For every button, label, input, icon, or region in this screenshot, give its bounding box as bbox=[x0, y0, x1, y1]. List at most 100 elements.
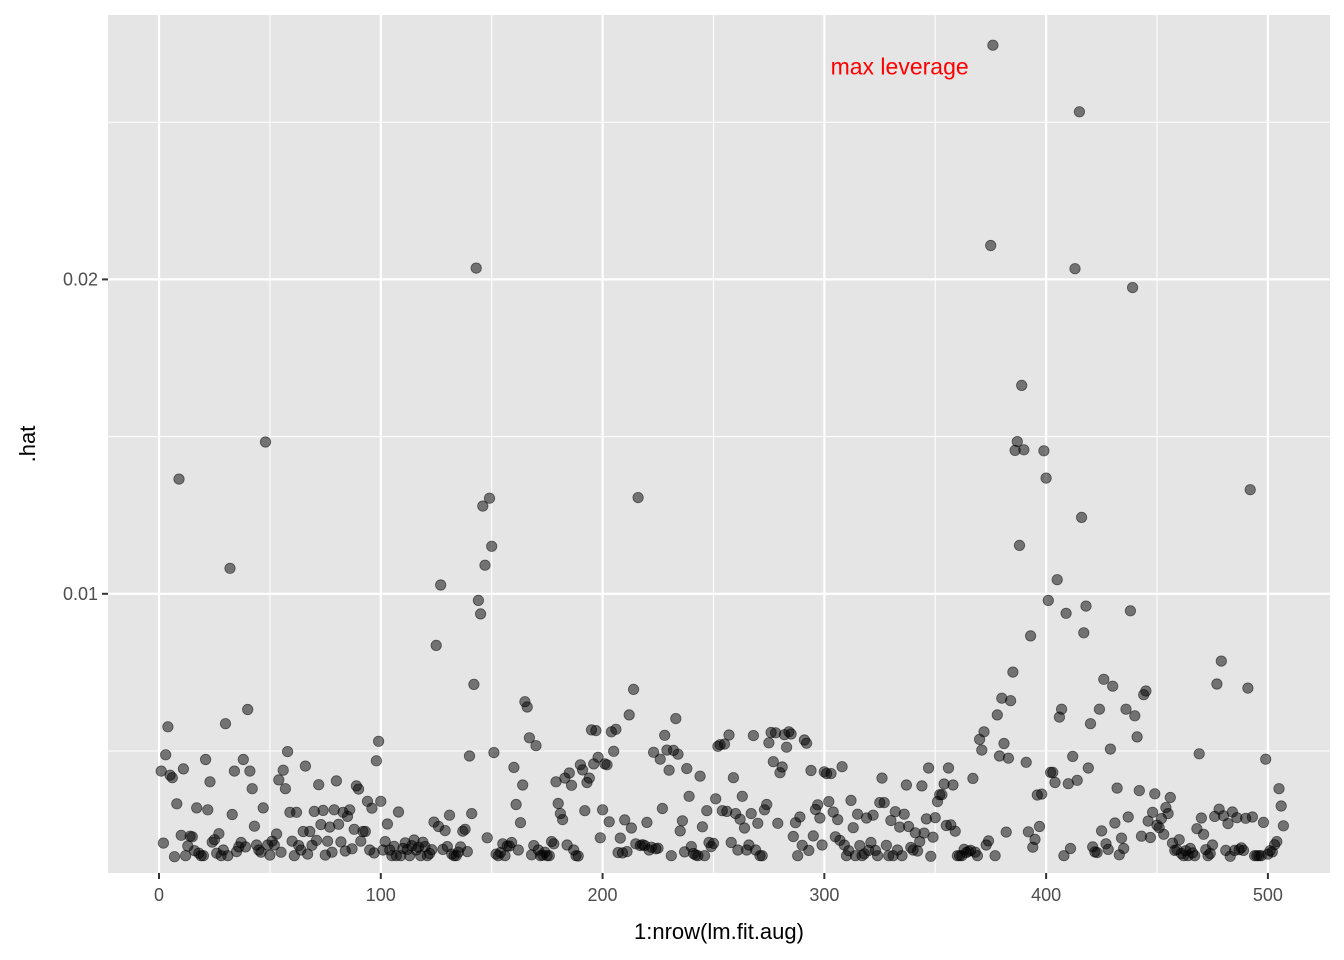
data-point bbox=[1018, 444, 1030, 456]
data-point bbox=[982, 835, 995, 847]
data-point bbox=[590, 724, 602, 737]
data-point bbox=[470, 262, 482, 274]
data-point bbox=[807, 830, 819, 842]
data-point bbox=[381, 818, 393, 830]
data-point bbox=[242, 703, 254, 716]
data-point bbox=[623, 709, 635, 721]
data-point bbox=[608, 745, 620, 757]
data-point bbox=[1131, 731, 1143, 743]
data-point bbox=[1147, 806, 1159, 818]
data-point bbox=[880, 839, 893, 851]
data-point bbox=[876, 772, 888, 784]
data-point bbox=[696, 821, 709, 833]
data-point bbox=[745, 807, 757, 820]
data-point bbox=[290, 806, 303, 818]
data-point bbox=[725, 836, 737, 849]
data-point bbox=[998, 737, 1010, 750]
data-point bbox=[1051, 574, 1063, 586]
data-point bbox=[1033, 820, 1046, 833]
data-point bbox=[483, 492, 496, 504]
data-point bbox=[426, 844, 438, 856]
data-point bbox=[683, 790, 695, 802]
data-point bbox=[430, 639, 442, 652]
data-point bbox=[792, 850, 804, 862]
data-point bbox=[370, 755, 382, 767]
data-point bbox=[556, 813, 569, 826]
data-point bbox=[1162, 807, 1174, 820]
data-point bbox=[1246, 811, 1259, 823]
data-point bbox=[543, 850, 555, 862]
data-point bbox=[281, 745, 294, 758]
data-point bbox=[326, 846, 338, 858]
data-point bbox=[474, 608, 487, 620]
data-point bbox=[911, 845, 924, 857]
data-point bbox=[654, 753, 666, 765]
data-point bbox=[461, 845, 473, 858]
data-point bbox=[627, 683, 640, 696]
data-point bbox=[224, 562, 236, 574]
y-tick-label: 0.02 bbox=[63, 269, 98, 289]
data-point bbox=[1140, 685, 1152, 697]
data-point bbox=[279, 783, 291, 795]
data-point bbox=[244, 765, 256, 777]
data-point bbox=[927, 831, 939, 843]
data-point bbox=[1000, 826, 1012, 838]
data-point bbox=[816, 839, 828, 851]
data-point bbox=[1093, 703, 1106, 715]
data-point bbox=[698, 850, 711, 862]
data-point bbox=[177, 763, 189, 775]
data-point bbox=[186, 831, 198, 843]
data-point bbox=[1111, 782, 1123, 794]
data-point bbox=[468, 678, 480, 691]
data-point bbox=[1073, 106, 1086, 118]
data-point bbox=[787, 830, 799, 843]
data-point bbox=[572, 850, 584, 862]
data-point bbox=[1016, 379, 1028, 391]
data-point bbox=[1273, 783, 1285, 795]
data-point bbox=[1056, 703, 1068, 715]
data-point bbox=[1082, 762, 1094, 774]
data-point bbox=[463, 750, 476, 762]
data-point bbox=[823, 795, 835, 808]
data-point bbox=[925, 850, 937, 862]
data-point bbox=[976, 744, 988, 756]
data-point bbox=[1237, 844, 1250, 857]
data-point bbox=[619, 814, 631, 826]
data-point bbox=[355, 835, 367, 847]
data-point bbox=[1127, 281, 1139, 294]
data-point bbox=[204, 776, 216, 788]
data-point bbox=[321, 835, 334, 847]
data-point bbox=[1133, 784, 1145, 797]
data-point bbox=[936, 789, 948, 801]
data-point bbox=[785, 728, 797, 740]
data-point bbox=[1067, 750, 1079, 763]
x-tick-label: 500 bbox=[1253, 885, 1283, 905]
data-point bbox=[701, 805, 713, 817]
data-point bbox=[157, 837, 169, 849]
data-point bbox=[563, 767, 575, 779]
data-point bbox=[191, 802, 203, 814]
data-point bbox=[162, 721, 174, 733]
data-point bbox=[1060, 607, 1072, 619]
data-point bbox=[647, 746, 660, 758]
data-point bbox=[652, 842, 664, 854]
data-point bbox=[1038, 445, 1050, 457]
data-point bbox=[1080, 600, 1092, 612]
plot-panel bbox=[108, 15, 1330, 873]
data-point bbox=[472, 594, 484, 607]
data-point bbox=[1257, 816, 1270, 829]
data-point bbox=[514, 817, 527, 829]
data-point bbox=[439, 824, 451, 837]
data-point bbox=[625, 822, 638, 834]
data-point bbox=[375, 795, 387, 807]
data-point bbox=[499, 850, 511, 862]
data-point bbox=[747, 729, 760, 742]
data-points bbox=[155, 39, 1290, 863]
data-point bbox=[800, 737, 813, 749]
data-point bbox=[825, 767, 837, 780]
data-point bbox=[392, 806, 405, 818]
data-point bbox=[761, 798, 773, 811]
data-point bbox=[1107, 680, 1119, 692]
data-point bbox=[845, 794, 857, 807]
data-point bbox=[259, 436, 272, 448]
